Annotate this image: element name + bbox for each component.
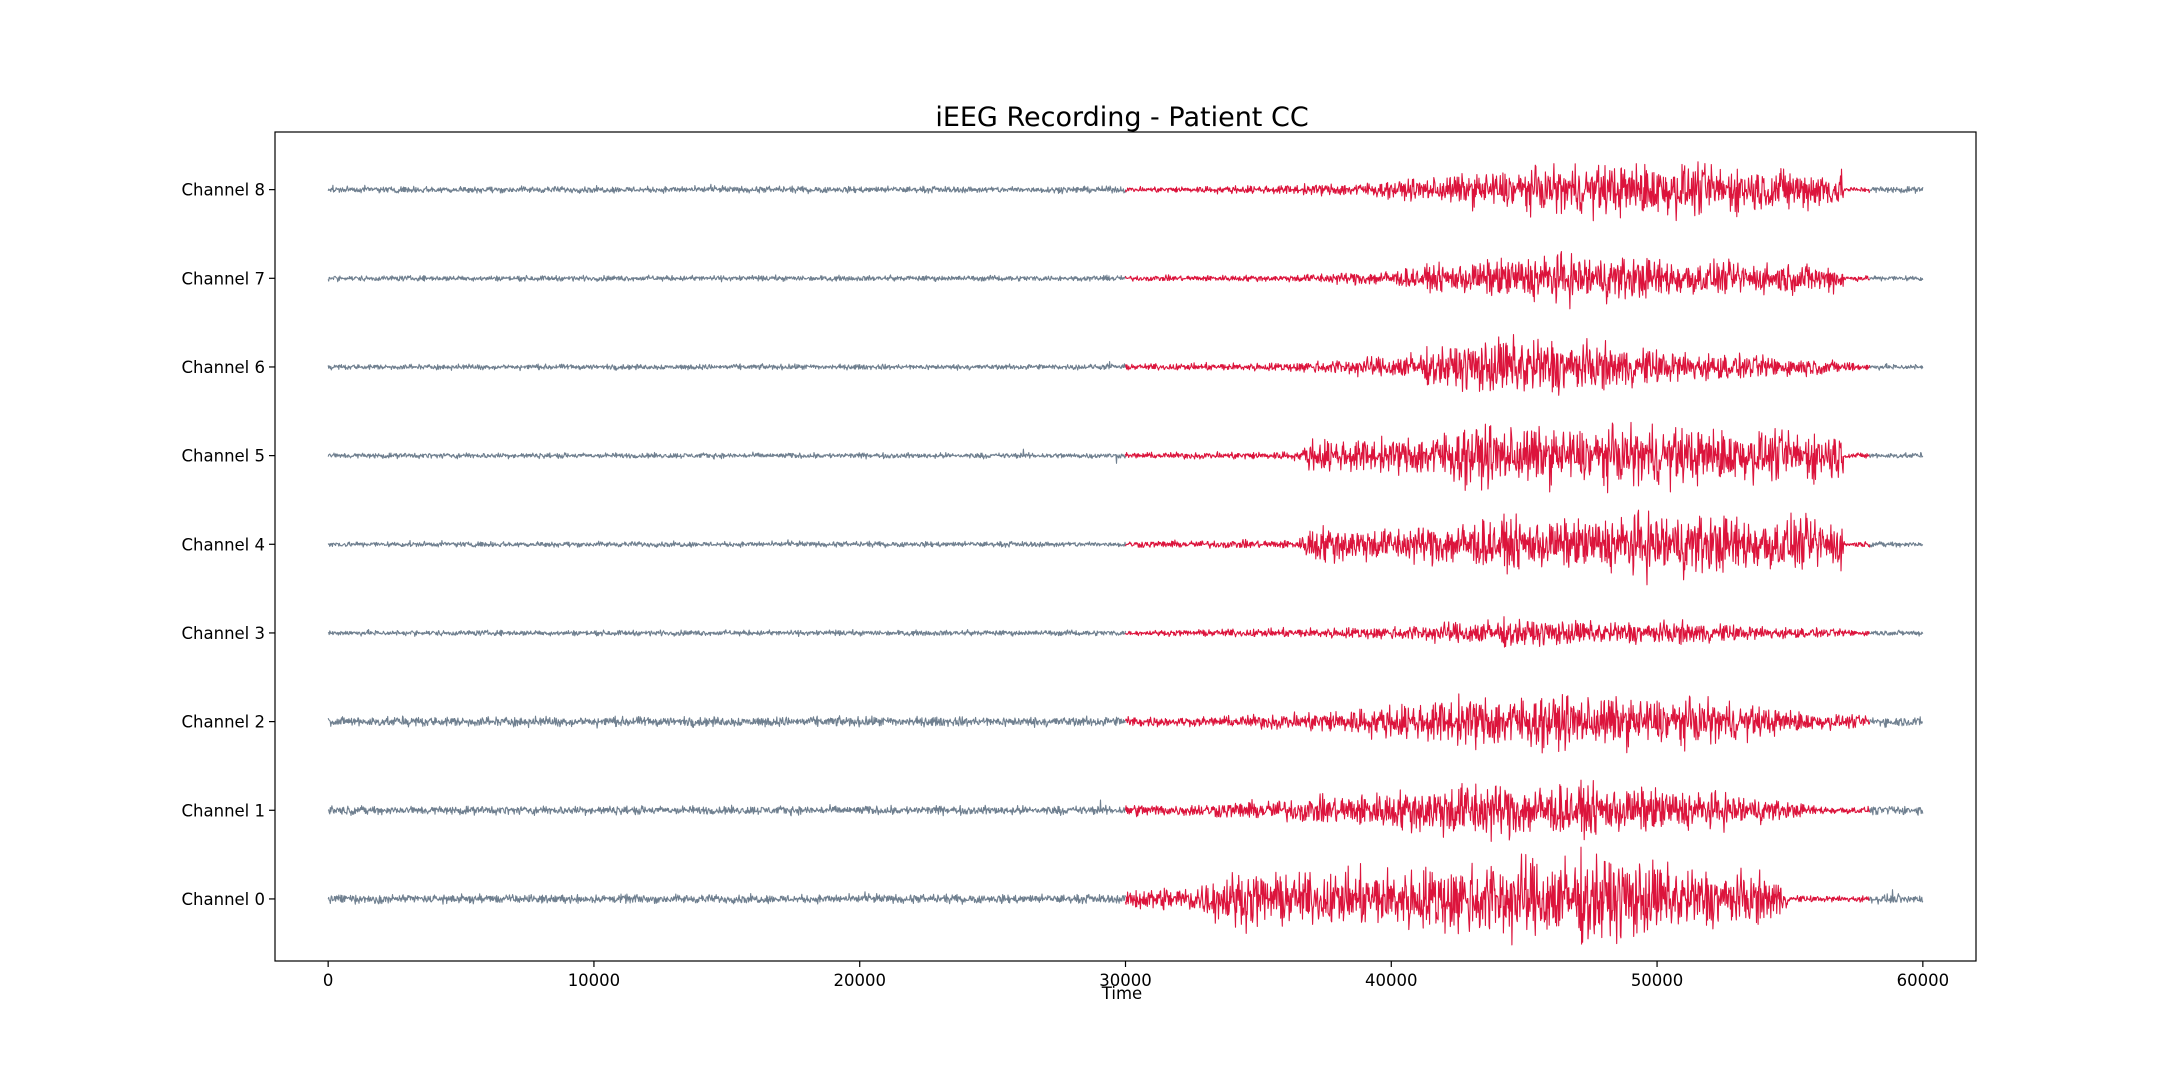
trace-channel-0-post [1869, 889, 1924, 905]
x-tick-label: 60000 [1897, 971, 1950, 990]
trace-channel-1-baseline [327, 799, 1126, 817]
x-tick-label: 20000 [833, 971, 886, 990]
y-tick-label: Channel 3 [182, 624, 265, 643]
trace-channel-5-post [1869, 451, 1924, 459]
x-tick-label: 0 [323, 971, 334, 990]
trace-channel-3-post [1869, 629, 1924, 637]
trace-channel-0-seizure [1124, 846, 1871, 946]
trace-channel-5-seizure [1124, 421, 1870, 494]
trace-channel-3-seizure [1124, 616, 1870, 648]
trace-channel-1-post [1869, 805, 1924, 816]
trace-channel-8-seizure [1124, 161, 1871, 222]
traces-group [327, 161, 1924, 946]
trace-channel-0-baseline [327, 891, 1127, 905]
x-tick-label: 10000 [568, 971, 621, 990]
chart-title: iEEG Recording - Patient CC [935, 102, 1308, 133]
trace-channel-6-post [1869, 363, 1924, 371]
trace-channel-4-baseline [327, 539, 1127, 549]
y-tick-label: Channel 1 [182, 801, 265, 820]
x-tick-label: 40000 [1365, 971, 1418, 990]
trace-channel-2-baseline [327, 715, 1126, 729]
trace-channel-3-baseline [327, 628, 1127, 637]
trace-channel-8-baseline [327, 183, 1127, 195]
x-tick-label: 50000 [1631, 971, 1684, 990]
y-tick-label: Channel 7 [182, 269, 265, 288]
trace-channel-1-seizure [1124, 779, 1871, 842]
y-tick-label: Channel 0 [182, 890, 265, 909]
y-tick-label: Channel 2 [182, 713, 265, 732]
plot-frame [274, 131, 1977, 962]
x-tick-label: 30000 [1099, 971, 1152, 990]
trace-channel-6-seizure [1124, 334, 1871, 396]
trace-channel-7-post [1869, 275, 1924, 282]
y-tick-label: Channel 5 [182, 447, 265, 466]
y-tick-label: Channel 8 [182, 181, 265, 200]
trace-channel-4-seizure [1124, 509, 1871, 586]
trace-channel-7-seizure [1124, 250, 1871, 310]
ticks-group: 0 10000 20000 30000 40000 50000 60000 Channel 0… [182, 181, 1950, 990]
trace-channel-5-baseline [327, 448, 1127, 464]
x-axis-label: Time [1101, 984, 1142, 1003]
trace-channel-7-baseline [327, 274, 1127, 283]
y-tick-label: Channel 6 [182, 358, 265, 377]
y-tick-label: Channel 4 [182, 535, 265, 554]
trace-channel-6-baseline [327, 360, 1127, 372]
trace-channel-8-post [1869, 186, 1924, 194]
trace-channel-4-post [1869, 540, 1924, 548]
trace-channel-2-seizure [1124, 693, 1871, 754]
trace-channel-2-post [1869, 716, 1924, 728]
